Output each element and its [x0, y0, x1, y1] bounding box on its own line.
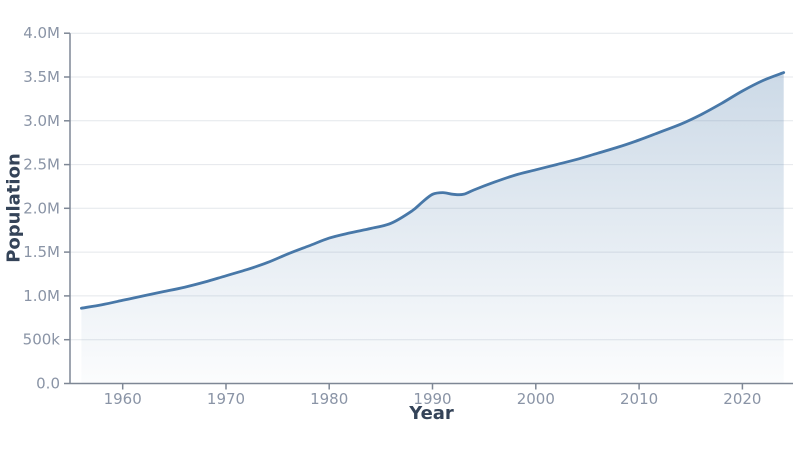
x-axis-title: Year [409, 403, 454, 424]
y-tick-label: 3.0M [23, 112, 60, 130]
y-tick-label: 500k [23, 331, 61, 349]
y-tick-label: 4.0M [23, 24, 60, 42]
y-tick-label: 1.0M [23, 287, 60, 305]
population-line [80, 71, 786, 310]
y-axis-title: Population [3, 153, 25, 263]
y-tick-label: 2.0M [23, 199, 60, 217]
x-tick-label: 2000 [517, 390, 555, 408]
y-tick-label: 1.5M [23, 243, 60, 261]
x-tick-label: 2020 [723, 390, 761, 408]
y-tick-label: 3.5M [23, 68, 60, 86]
x-tick-label: 1960 [104, 390, 142, 408]
tick-marks [64, 32, 744, 390]
x-tick-label: 1990 [413, 390, 451, 408]
population-area-fill [81, 72, 784, 384]
y-tick-label: 0.0 [36, 375, 60, 393]
y-tick-label: 2.5M [23, 156, 60, 174]
plot-area [80, 71, 786, 384]
tick-labels: 0.0 500k 1.0M 1.5M 2.0M 2.5M 3.0M 3.5M 4.0M 1960 1… [23, 24, 762, 408]
x-tick-label: 1980 [310, 390, 348, 408]
x-tick-label: 1970 [207, 390, 245, 408]
x-tick-label: 2010 [620, 390, 658, 408]
